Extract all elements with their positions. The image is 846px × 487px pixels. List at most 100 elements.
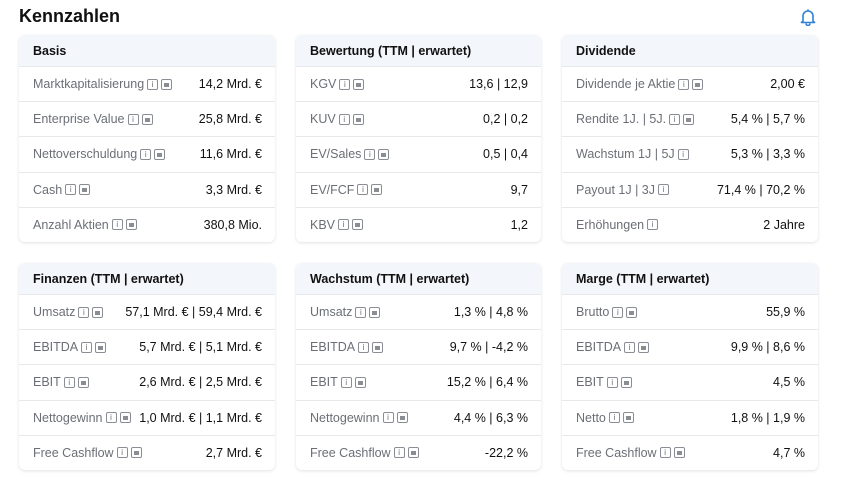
info-icon[interactable]: i — [659, 447, 671, 459]
info-icon[interactable]: i — [65, 184, 77, 196]
chart-icon[interactable] — [161, 78, 173, 90]
chart-icon[interactable] — [369, 306, 381, 318]
info-icon[interactable]: i — [357, 184, 369, 196]
info-icon[interactable]: i — [678, 78, 690, 90]
chart-icon[interactable] — [378, 148, 390, 160]
metric-label: EBIT — [576, 375, 604, 390]
info-icon[interactable]: i — [677, 148, 689, 160]
metric-value: 15,2 % | 6,4 % — [446, 375, 528, 390]
chart-icon[interactable] — [683, 113, 695, 125]
metric-row: Umsatz i 1,3 % | 4,8 % — [296, 294, 541, 329]
metric-label: Wachstum 1J | 5J — [576, 147, 675, 162]
metric-label: EBITDA — [310, 340, 356, 355]
info-icon[interactable]: i — [606, 376, 618, 388]
metric-label: KGV — [310, 77, 337, 92]
info-icon[interactable]: i — [355, 306, 367, 318]
metric-label: EV/FCF — [310, 182, 355, 197]
info-icon[interactable]: i — [339, 78, 351, 90]
info-icon[interactable]: i — [111, 219, 123, 231]
info-icon[interactable]: i — [338, 113, 350, 125]
metric-label-wrap: EBITDA i — [310, 340, 384, 355]
chart-icon[interactable] — [396, 412, 408, 424]
metric-value: 55,9 % — [766, 305, 805, 320]
metric-label-wrap: Brutto i — [576, 305, 638, 319]
metric-label-wrap: Marktkapitalisierung i — [33, 77, 173, 92]
chart-icon[interactable] — [407, 447, 419, 459]
info-icon[interactable]: i — [340, 376, 352, 388]
chart-icon[interactable] — [352, 219, 364, 231]
info-icon[interactable]: i — [338, 219, 350, 231]
info-icon[interactable]: i — [647, 219, 659, 231]
info-icon[interactable]: i — [105, 412, 117, 424]
chart-icon[interactable] — [92, 306, 104, 318]
metric-label-wrap: Umsatz i — [33, 305, 104, 319]
chart-icon[interactable] — [692, 78, 704, 90]
metric-row: EV/FCF i 9,7 — [296, 171, 541, 207]
chart-icon[interactable] — [79, 184, 91, 196]
metric-label: Enterprise Value — [33, 112, 125, 127]
metric-label: Marktkapitalisierung — [33, 77, 145, 92]
chart-icon[interactable] — [125, 219, 137, 231]
info-icon[interactable]: i — [78, 306, 90, 318]
info-icon[interactable]: i — [382, 412, 394, 424]
info-icon[interactable]: i — [393, 447, 405, 459]
info-icon[interactable]: i — [358, 341, 370, 353]
metric-row: EBIT i 4,5 % — [562, 364, 818, 399]
chart-icon[interactable] — [371, 184, 383, 196]
metric-value: 57,1 Mrd. € | 59,4 Mrd. € — [125, 305, 262, 320]
metric-value: 13,6 | 12,9 — [469, 77, 528, 92]
chart-icon[interactable] — [95, 341, 107, 353]
chart-icon[interactable] — [353, 78, 365, 90]
metric-value: 0,5 | 0,4 — [483, 147, 528, 162]
metric-row: Nettoverschuldung i 11,6 Mrd. € — [19, 136, 275, 171]
metric-row: EBIT i 2,6 Mrd. € | 2,5 Mrd. € — [19, 364, 275, 399]
info-icon[interactable]: i — [81, 341, 93, 353]
metric-label: EBITDA — [576, 340, 622, 355]
metric-value: 4,5 % — [773, 375, 805, 390]
chart-icon[interactable] — [154, 148, 166, 160]
metric-value: 5,7 Mrd. € | 5,1 Mrd. € — [139, 340, 262, 355]
card-title: Marge (TTM | erwartet) — [562, 263, 818, 294]
chart-icon[interactable] — [673, 447, 685, 459]
chart-icon[interactable] — [638, 341, 650, 353]
chart-icon[interactable] — [626, 306, 638, 318]
chart-icon[interactable] — [130, 447, 142, 459]
info-icon[interactable]: i — [624, 341, 636, 353]
metric-label-wrap: Wachstum 1J | 5J i — [576, 147, 689, 161]
metric-label-wrap: Erhöhungen i — [576, 218, 659, 232]
metric-label: Umsatz — [310, 305, 353, 320]
metric-row: Rendite 1J. | 5J. i 5,4 % | 5,7 % — [562, 101, 818, 136]
metric-label: Nettogewinn — [33, 410, 103, 425]
bell-icon[interactable] — [800, 8, 816, 26]
info-icon[interactable]: i — [63, 376, 75, 388]
metric-value: 0,2 | 0,2 — [483, 112, 528, 127]
metric-label-wrap: Netto i — [576, 411, 634, 425]
metric-label-wrap: Dividende je Aktie i — [576, 77, 704, 91]
metric-label-wrap: Rendite 1J. | 5J. i — [576, 112, 695, 126]
metric-row: EBITDA i 5,7 Mrd. € | 5,1 Mrd. € — [19, 329, 275, 364]
card-title: Finanzen (TTM | erwartet) — [19, 263, 275, 294]
chart-icon[interactable] — [620, 376, 632, 388]
info-icon[interactable]: i — [116, 447, 128, 459]
info-icon[interactable]: i — [147, 78, 159, 90]
info-icon[interactable]: i — [608, 412, 620, 424]
info-icon[interactable]: i — [127, 113, 139, 125]
chart-icon[interactable] — [354, 376, 366, 388]
info-icon[interactable]: i — [612, 306, 624, 318]
chart-icon[interactable] — [622, 412, 634, 424]
chart-icon[interactable] — [119, 412, 131, 424]
info-icon[interactable]: i — [658, 184, 669, 196]
info-icon[interactable]: i — [364, 148, 376, 160]
chart-icon[interactable] — [372, 341, 384, 353]
metric-value: 9,9 % | 8,6 % — [730, 340, 805, 355]
card-title: Wachstum (TTM | erwartet) — [296, 263, 541, 294]
metric-label-wrap: KUV i — [310, 112, 364, 126]
metric-value: 380,8 Mio. — [203, 217, 262, 232]
metric-label-wrap: Nettogewinn i — [33, 411, 131, 425]
chart-icon[interactable] — [352, 113, 364, 125]
info-icon[interactable]: i — [669, 113, 681, 125]
chart-icon[interactable] — [77, 376, 89, 388]
metric-label: KBV — [310, 217, 336, 232]
info-icon[interactable]: i — [140, 148, 152, 160]
chart-icon[interactable] — [141, 113, 153, 125]
